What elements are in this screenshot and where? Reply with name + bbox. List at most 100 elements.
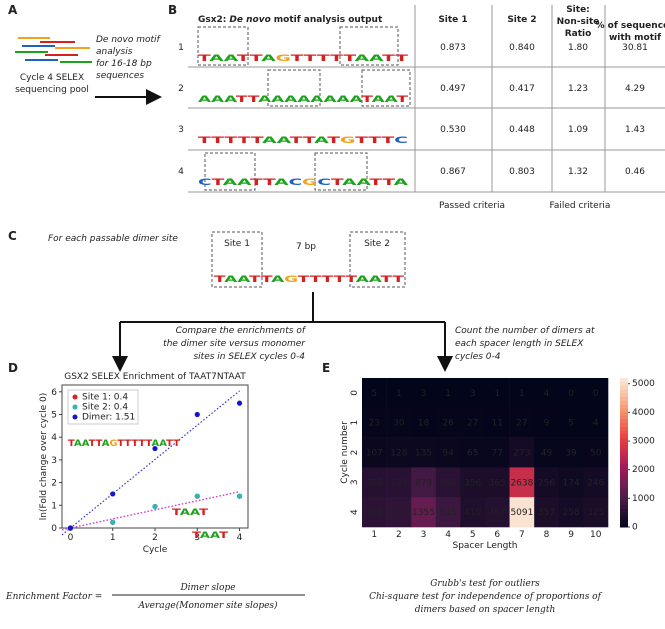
legend-failed: Failed criteria — [550, 201, 611, 211]
site-label: Site 1 — [224, 239, 250, 249]
site-boxes — [197, 26, 411, 288]
y-axis-label: ln(Fold change over cycle 0) — [39, 393, 49, 520]
heat-cell — [386, 437, 412, 468]
cell-label: 558 — [440, 478, 457, 488]
cell-label: 1 — [519, 389, 525, 399]
colorbar-step — [620, 486, 628, 491]
y-tick-label: 0 — [51, 524, 57, 534]
table-cell: 0.448 — [509, 125, 535, 135]
table-cell: 0.46 — [625, 167, 645, 177]
cell-label: 258 — [563, 508, 580, 518]
colorbar-label: 2000 — [632, 465, 655, 475]
heat-cell — [485, 497, 510, 528]
heat-cell — [509, 378, 535, 409]
colorbar-step — [620, 445, 628, 450]
row-index: 1 — [178, 43, 184, 53]
heat-cell — [485, 467, 510, 498]
heat-cell — [534, 407, 560, 438]
heat-cell — [558, 497, 584, 528]
cell-label: 3 — [470, 389, 476, 399]
table-cell: 4.29 — [625, 84, 645, 94]
point — [152, 503, 158, 510]
column-header: Site: — [566, 5, 590, 15]
cell-label: 256 — [538, 478, 555, 488]
cell-label: 39 — [565, 449, 577, 459]
colorbar-step — [620, 437, 628, 442]
cell-label: 1 — [445, 389, 451, 399]
heat-cell — [362, 437, 387, 468]
heat-cell — [509, 437, 535, 468]
cell-label: 508 — [366, 478, 383, 488]
x-tick-label: 6 — [494, 530, 500, 540]
heat-cell — [411, 378, 437, 409]
colorbar-step — [620, 385, 628, 390]
formula-denominator: Average(Monomer site slopes) — [137, 600, 278, 611]
site-label: Site 2 — [364, 239, 390, 249]
cell-label: 18 — [418, 419, 430, 429]
legend-marker — [72, 394, 78, 400]
heat-cell — [485, 437, 510, 468]
colorbar-label: 3000 — [632, 437, 655, 447]
cell-label: 27 — [467, 419, 478, 429]
x-axis-label: Spacer Length — [452, 541, 517, 551]
heat-cell — [534, 378, 560, 409]
colorbar-step — [620, 467, 628, 472]
y-tick-label: 5 — [51, 411, 57, 421]
cell-label: 4 — [593, 419, 599, 429]
y-tick-label: 3 — [51, 456, 57, 466]
legend-passed: Passed criteria — [439, 201, 505, 211]
colorbar-step — [620, 508, 628, 513]
description: the dimer site versus monomer — [163, 339, 306, 349]
y-tick-label: 6 — [51, 388, 57, 398]
sequence-logo: TAATTAGTTTTTAATT — [68, 439, 181, 449]
colorbar-step — [620, 441, 628, 446]
heat-cell — [386, 378, 412, 409]
x-tick-label: 8 — [544, 530, 550, 540]
cell-label: 356 — [464, 478, 481, 488]
colorbar-step — [620, 474, 628, 480]
colorbar-step — [620, 478, 628, 483]
heat-cell — [583, 378, 609, 409]
trend-line — [61, 390, 240, 536]
y-tick-label: 2 — [51, 479, 57, 489]
x-tick-label: 7 — [519, 530, 525, 540]
x-tick-label: 4 — [237, 533, 243, 543]
heat-cell — [362, 497, 387, 528]
cell-label: 65 — [467, 449, 478, 459]
cell-label: 357 — [538, 508, 555, 518]
heat-cell — [362, 378, 387, 409]
x-tick-label: 0 — [68, 533, 74, 543]
panel-label: C — [8, 229, 17, 243]
cell-label: 5091 — [510, 508, 533, 518]
colorbar-step — [620, 407, 628, 413]
heat-cell — [435, 467, 461, 498]
x-tick-label: 4 — [445, 530, 451, 540]
table-cell: 1.80 — [568, 43, 588, 53]
cell-label: 1 — [494, 389, 500, 399]
cell-label: 4 — [544, 389, 550, 399]
heat-cell — [435, 497, 461, 528]
heat-cell — [386, 467, 412, 498]
y-tick-label: 3 — [350, 479, 360, 485]
colorbar-step — [620, 422, 628, 427]
point — [110, 519, 116, 525]
heat-cell — [534, 437, 560, 468]
table-cell: 1.09 — [568, 125, 588, 135]
row-index: 4 — [178, 167, 184, 177]
point — [152, 445, 158, 452]
cell-label: 5 — [371, 389, 377, 399]
pool-label: Cycle 4 SELEX — [20, 73, 84, 83]
heat-cell — [386, 497, 412, 528]
legend-label: Site 2: 0.4 — [82, 403, 128, 413]
cell-label: 107 — [366, 449, 383, 459]
note: dimers based on spacer length — [415, 605, 556, 615]
point — [236, 493, 243, 499]
description: cycles 0-4 — [455, 352, 501, 362]
cell-label: 174 — [563, 478, 580, 488]
heat-cell — [583, 497, 609, 528]
connector — [112, 292, 453, 372]
